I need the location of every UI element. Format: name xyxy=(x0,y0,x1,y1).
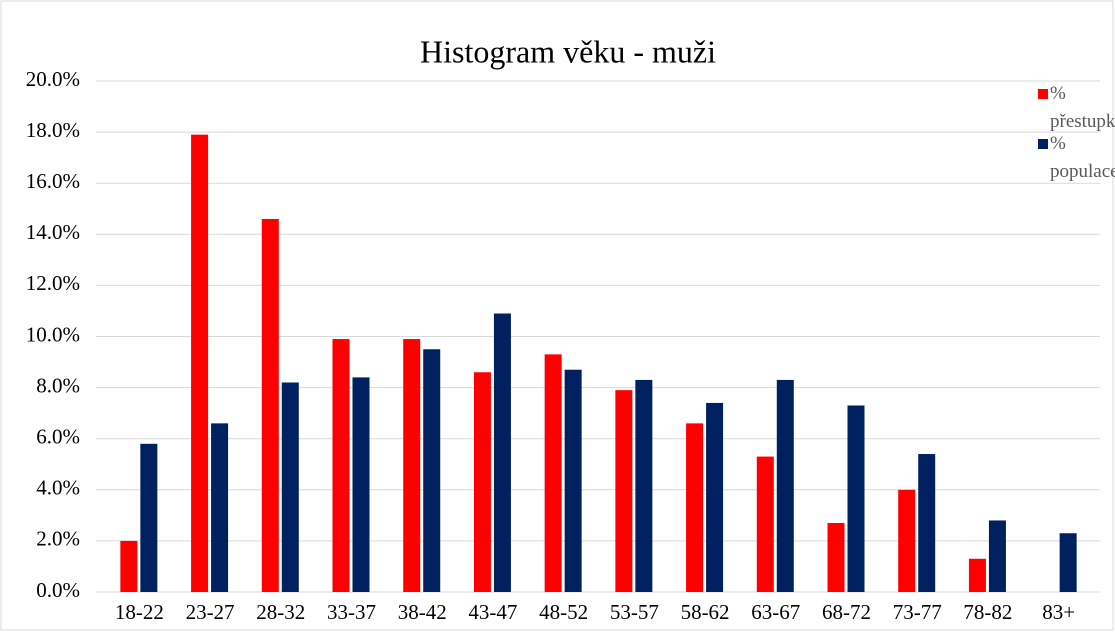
bar xyxy=(191,134,209,592)
bar xyxy=(120,540,138,592)
bar xyxy=(544,354,562,592)
x-tick-label: 28-32 xyxy=(256,600,305,624)
y-tick-label: 14.0% xyxy=(26,220,80,244)
y-tick-label: 20.0% xyxy=(26,67,80,91)
bar xyxy=(403,339,421,592)
y-tick-label: 2.0% xyxy=(36,527,80,551)
bar xyxy=(615,390,633,592)
legend-swatch xyxy=(1038,139,1048,149)
x-tick-label: 68-72 xyxy=(822,600,871,624)
x-tick-label: 53-57 xyxy=(610,600,659,624)
bar xyxy=(211,423,229,592)
bar xyxy=(898,489,916,592)
legend-label: % populace xyxy=(1050,133,1115,182)
y-tick-label: 10.0% xyxy=(26,322,80,346)
legend-label: % přestupky xyxy=(1050,83,1115,132)
bar xyxy=(140,443,158,592)
x-tick-label: 58-62 xyxy=(681,600,730,624)
x-tick-label: 48-52 xyxy=(539,600,588,624)
bar xyxy=(968,558,986,592)
y-tick-label: 12.0% xyxy=(26,271,80,295)
y-tick-label: 8.0% xyxy=(36,373,80,397)
chart-title: Histogram věku - muži xyxy=(420,33,716,69)
bar xyxy=(776,379,794,592)
x-tick-label: 73-77 xyxy=(893,600,942,624)
legend-swatch xyxy=(1038,89,1048,99)
bar xyxy=(281,382,299,592)
y-tick-label: 4.0% xyxy=(36,476,80,500)
bar xyxy=(635,379,653,592)
bar xyxy=(473,372,491,592)
x-tick-label: 18-22 xyxy=(115,600,164,624)
x-tick-label: 78-82 xyxy=(963,600,1012,624)
x-tick-label: 23-27 xyxy=(186,600,235,624)
bar xyxy=(564,369,582,592)
bar xyxy=(918,454,936,592)
bar xyxy=(988,520,1006,592)
bar xyxy=(706,402,724,592)
bar xyxy=(1059,533,1077,592)
bar xyxy=(332,339,350,592)
bar xyxy=(261,218,279,592)
bar xyxy=(847,405,865,592)
y-tick-label: 6.0% xyxy=(36,425,80,449)
x-tick-label: 63-67 xyxy=(751,600,800,624)
bar xyxy=(686,423,704,592)
bar xyxy=(352,377,370,592)
x-tick-label: 83+ xyxy=(1042,600,1075,624)
bar xyxy=(827,523,845,592)
bar xyxy=(756,456,774,592)
bar xyxy=(423,349,441,592)
y-tick-label: 0.0% xyxy=(36,578,80,602)
x-tick-label: 33-37 xyxy=(327,600,376,624)
x-tick-label: 38-42 xyxy=(398,600,447,624)
bar xyxy=(493,313,511,592)
y-tick-label: 16.0% xyxy=(26,169,80,193)
y-tick-label: 18.0% xyxy=(26,118,80,142)
x-tick-label: 43-47 xyxy=(468,600,517,624)
